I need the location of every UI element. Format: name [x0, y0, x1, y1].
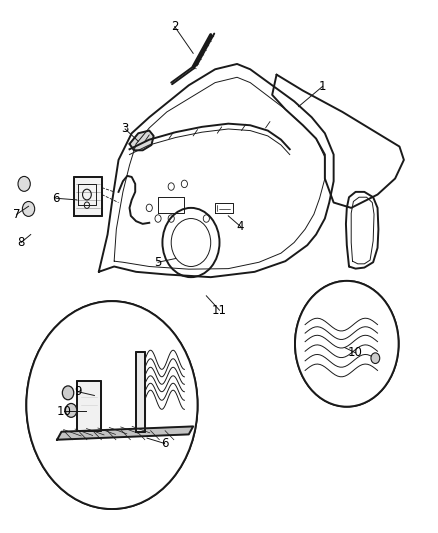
Polygon shape — [57, 426, 193, 440]
Text: 4: 4 — [236, 220, 244, 233]
Text: 2: 2 — [170, 20, 178, 33]
Text: 11: 11 — [212, 304, 226, 317]
Circle shape — [65, 403, 77, 417]
Text: 6: 6 — [160, 437, 168, 450]
Text: 10: 10 — [347, 346, 362, 359]
Text: 1: 1 — [318, 80, 326, 93]
Circle shape — [62, 386, 74, 400]
Text: 3: 3 — [121, 123, 128, 135]
Polygon shape — [136, 352, 145, 432]
Text: 8: 8 — [18, 236, 25, 249]
Circle shape — [370, 353, 379, 364]
Text: 7: 7 — [13, 208, 21, 221]
Circle shape — [18, 176, 30, 191]
Text: 10: 10 — [56, 405, 71, 418]
Circle shape — [26, 301, 197, 509]
Polygon shape — [77, 381, 101, 431]
Polygon shape — [74, 177, 102, 216]
Text: 5: 5 — [154, 256, 161, 269]
Circle shape — [294, 281, 398, 407]
Polygon shape — [129, 131, 153, 150]
Text: 9: 9 — [74, 385, 82, 398]
Text: 6: 6 — [52, 192, 60, 205]
Circle shape — [22, 201, 35, 216]
